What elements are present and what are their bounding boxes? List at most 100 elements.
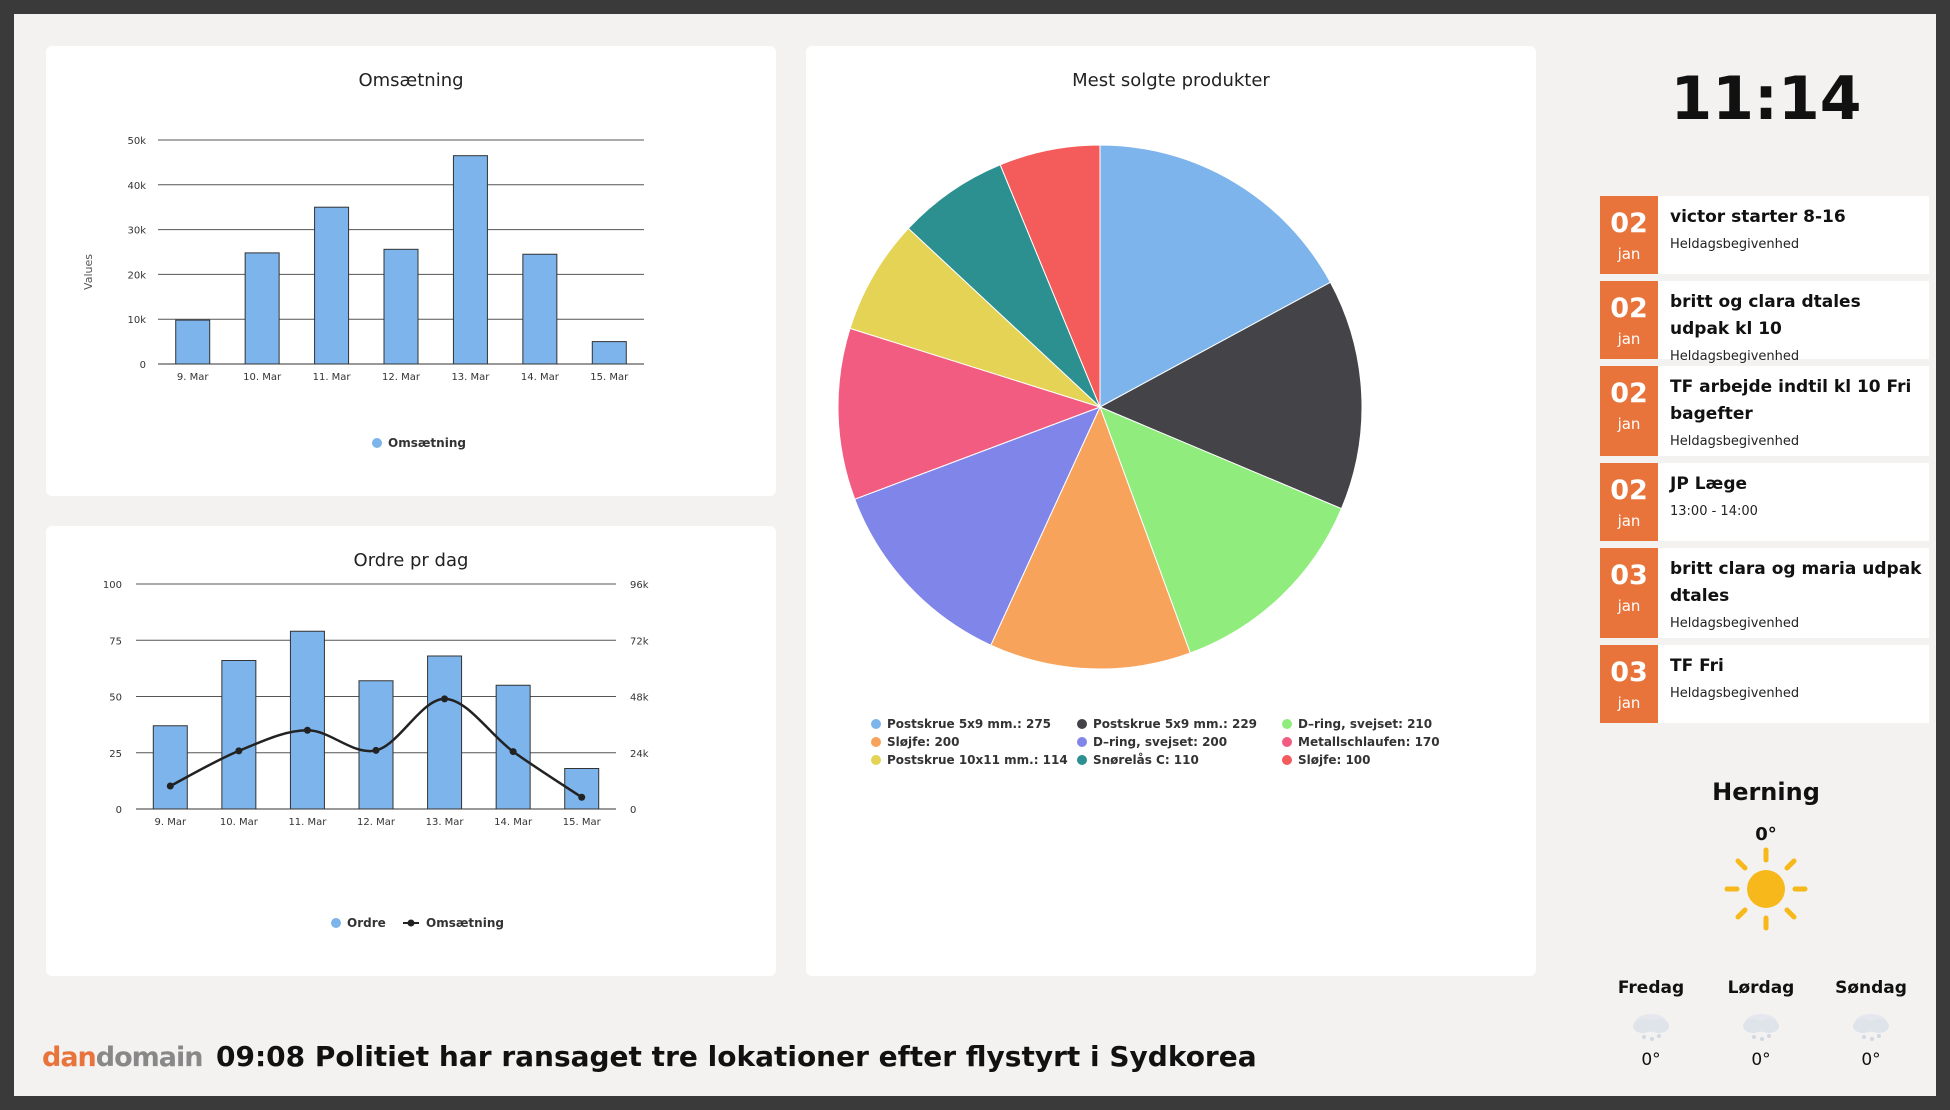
- pie-legend-item[interactable]: D–ring, svejset: 200: [1077, 735, 1227, 749]
- pie-legend-label: D–ring, svejset: 210: [1298, 717, 1432, 731]
- revenue-bar[interactable]: [175, 319, 211, 365]
- orders-line-point[interactable]: [509, 748, 517, 756]
- pie-slice[interactable]: [854, 406, 1101, 646]
- news-ticker: 09:08 Politiet har ransaget tre lokation…: [216, 1040, 1257, 1073]
- revenue-bar[interactable]: [591, 341, 627, 365]
- calendar-event[interactable]: 02 jan TF arbejde indtil kl 10 Fri bagef…: [1600, 366, 1929, 456]
- pie-legend-item[interactable]: Postskrue 10x11 mm.: 114: [871, 753, 1068, 767]
- revenue-bar[interactable]: [383, 248, 419, 365]
- pie-chart-card: Mest solgte produkter Postskrue 5x9 mm.:…: [806, 46, 1536, 976]
- event-day: 02: [1610, 378, 1648, 409]
- orders-y-tick-right: 0: [630, 805, 636, 816]
- event-title: JP Læge: [1670, 474, 1748, 494]
- orders-y-tick-right: 72k: [630, 636, 649, 647]
- pie-legend-item[interactable]: Sløjfe: 100: [1282, 753, 1371, 767]
- orders-line-point[interactable]: [578, 793, 586, 801]
- orders-line-point[interactable]: [441, 695, 449, 703]
- orders-y-tick-left: 100: [103, 580, 122, 591]
- orders-bar[interactable]: [495, 684, 531, 810]
- calendar-event[interactable]: 03 jan britt clara og maria udpak dtales…: [1600, 548, 1929, 638]
- event-month: jan: [1617, 597, 1641, 615]
- weather-city: Herning: [1712, 778, 1820, 806]
- orders-line-point[interactable]: [372, 746, 380, 754]
- event-date-box: 03 jan: [1600, 548, 1658, 638]
- revenue-bar[interactable]: [452, 155, 488, 365]
- orders-line-point[interactable]: [166, 782, 174, 790]
- pie-slice[interactable]: [1099, 406, 1343, 654]
- pie-legend-item[interactable]: Postskrue 5x9 mm.: 229: [1077, 717, 1257, 731]
- orders-legend-bar-marker: [331, 918, 341, 928]
- event-day: 02: [1610, 208, 1648, 239]
- event-date-box: 03 jan: [1600, 645, 1658, 723]
- orders-x-tick: 15. Mar: [563, 817, 602, 828]
- revenue-x-tick: 15. Mar: [590, 372, 629, 383]
- pie-legend-label: Snørelås C: 110: [1093, 753, 1199, 767]
- revenue-legend[interactable]: Omsætning: [372, 436, 466, 450]
- revenue-x-tick: 14. Mar: [521, 372, 560, 383]
- clock: 11:14: [1670, 64, 1862, 134]
- event-month: jan: [1617, 694, 1641, 712]
- pie-legend-marker: [871, 755, 881, 765]
- event-body: JP Læge 13:00 - 14:00: [1670, 471, 1923, 519]
- pie-legend-item[interactable]: Postskrue 5x9 mm.: 275: [871, 717, 1051, 731]
- pie-slice[interactable]: [999, 144, 1101, 408]
- forecast-day: Lørdag: [1727, 978, 1795, 998]
- orders-bar[interactable]: [427, 655, 463, 810]
- pie-slice[interactable]: [1099, 144, 1332, 408]
- orders-line-point[interactable]: [303, 726, 311, 734]
- forecast-day: Søndag: [1835, 978, 1907, 998]
- pie-slice[interactable]: [837, 327, 1102, 500]
- orders-line-point[interactable]: [235, 747, 243, 755]
- orders-chart: Ordre pr dag 0 0 25 24k 50 48k 75 72k 100 96k 9. …: [103, 550, 649, 930]
- revenue-y-tick: 10k: [127, 315, 146, 326]
- pie-legend-marker: [1282, 737, 1292, 747]
- pie-slice[interactable]: [1098, 281, 1363, 510]
- orders-x-tick: 13. Mar: [426, 817, 465, 828]
- event-date-box: 02 jan: [1600, 281, 1658, 359]
- orders-y-tick-left: 50: [109, 693, 122, 704]
- orders-bar[interactable]: [221, 660, 257, 810]
- pie-legend-label: Sløjfe: 100: [1298, 753, 1371, 767]
- revenue-x-tick: 9. Mar: [177, 372, 209, 383]
- event-subtitle: Heldagsbegivenhed: [1670, 349, 1800, 364]
- revenue-x-tick: 13. Mar: [451, 372, 490, 383]
- event-title: TF Fri: [1670, 656, 1724, 676]
- calendar-event[interactable]: 02 jan JP Læge 13:00 - 14:00: [1600, 463, 1929, 541]
- revenue-y-tick: 50k: [127, 136, 146, 147]
- pie-legend-item[interactable]: Metallschlaufen: 170: [1282, 735, 1440, 749]
- orders-x-tick: 10. Mar: [220, 817, 259, 828]
- pie-slice[interactable]: [849, 227, 1101, 408]
- snow-cloud-icon: [1853, 1014, 1889, 1041]
- pie-legend-label: Postskrue 5x9 mm.: 275: [887, 717, 1051, 731]
- event-body: TF Fri Heldagsbegivenhed: [1670, 653, 1923, 701]
- revenue-bar[interactable]: [522, 253, 558, 365]
- forecast-temp: 0°: [1641, 1050, 1661, 1070]
- forecast-day: Fredag: [1617, 978, 1685, 998]
- orders-bar[interactable]: [152, 725, 188, 810]
- orders-bar[interactable]: [289, 630, 325, 810]
- orders-legend[interactable]: Ordre Omsætning: [331, 916, 504, 930]
- event-subtitle: Heldagsbegivenhed: [1670, 686, 1800, 701]
- event-month: jan: [1617, 512, 1641, 530]
- calendar-event[interactable]: 02 jan britt og clara dtales udpak kl 10…: [1600, 281, 1929, 364]
- pie-slice[interactable]: [907, 164, 1101, 408]
- pie-legend-label: Postskrue 10x11 mm.: 114: [887, 753, 1068, 767]
- pie-legend-item[interactable]: Sløjfe: 200: [871, 735, 960, 749]
- calendar-event[interactable]: 03 jan TF Fri Heldagsbegivenhed: [1600, 645, 1929, 723]
- revenue-bar[interactable]: [244, 252, 280, 365]
- forecast-temp: 0°: [1751, 1050, 1771, 1070]
- orders-y-tick-right: 96k: [630, 580, 649, 591]
- revenue-y-tick: 20k: [127, 270, 146, 281]
- pie-slice[interactable]: [990, 405, 1191, 670]
- event-subtitle: Heldagsbegivenhed: [1670, 237, 1800, 252]
- orders-x-tick: 9. Mar: [154, 817, 186, 828]
- calendar-event[interactable]: 02 jan victor starter 8-16 Heldagsbegive…: [1600, 196, 1929, 274]
- pie-legend-label: D–ring, svejset: 200: [1093, 735, 1227, 749]
- orders-y-tick-left: 25: [109, 749, 122, 760]
- revenue-bar[interactable]: [314, 206, 350, 365]
- orders-chart-card: Ordre pr dag 0 0 25 24k 50 48k 75 72k 100 96k 9. …: [46, 526, 776, 976]
- event-body: britt og clara dtales udpak kl 10 Heldag…: [1670, 289, 1923, 364]
- pie-legend-item[interactable]: D–ring, svejset: 210: [1282, 717, 1432, 731]
- orders-legend-bar-label: Ordre: [347, 916, 386, 930]
- pie-legend-item[interactable]: Snørelås C: 110: [1077, 753, 1199, 767]
